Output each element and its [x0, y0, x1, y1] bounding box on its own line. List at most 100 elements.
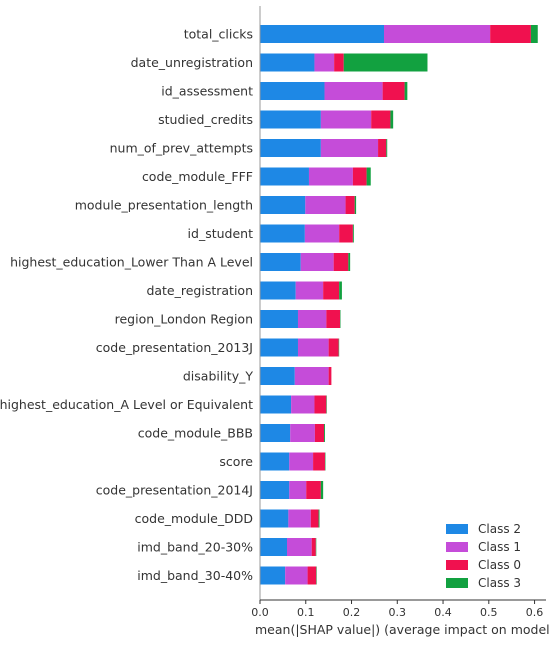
x-tick-label: 0.0: [251, 606, 269, 619]
bars-group: [260, 25, 538, 585]
legend-swatch-class-3: [446, 578, 468, 588]
legend-item-class-2: Class 2: [446, 521, 550, 537]
category-label: imd_band_20-30%: [137, 540, 253, 555]
bar-segment-class-0: [371, 111, 390, 129]
category-label: studied_credits: [158, 112, 253, 127]
category-label: date_registration: [146, 283, 253, 298]
bar-segment-class-2: [260, 396, 291, 414]
bar-segment-class-2: [260, 168, 309, 186]
category-label: code_presentation_2014J: [96, 483, 253, 498]
bar-segment-class-1: [325, 82, 383, 100]
bar-segment-class-1: [301, 253, 334, 271]
bar-segment-class-2: [260, 282, 296, 300]
bar-segment-class-1: [309, 168, 353, 186]
bar-segment-class-0: [383, 82, 405, 100]
bar-segment-class-3: [405, 82, 408, 100]
bar-segment-class-0: [313, 453, 325, 471]
bar-segment-class-3: [348, 253, 350, 271]
x-tick-label: 0.4: [434, 606, 452, 619]
bar-segment-class-2: [260, 453, 289, 471]
bar-segment-class-3: [353, 225, 354, 243]
legend-label: Class 1: [478, 539, 521, 555]
bar-segment-class-3: [390, 111, 393, 129]
bar-segment-class-2: [260, 538, 287, 556]
category-label: highest_education_Lower Than A Level: [10, 255, 253, 270]
x-axis-label: mean(|SHAP value|) (average impact on mo…: [255, 622, 550, 637]
category-label: code_presentation_2013J: [96, 340, 253, 355]
legend-swatch-class-1: [446, 542, 468, 552]
bar-segment-class-3: [367, 168, 371, 186]
bar-segment-class-1: [291, 396, 314, 414]
bar-segment-class-0: [353, 168, 367, 186]
bar-segment-class-2: [260, 510, 288, 528]
bar-segment-class-2: [260, 253, 301, 271]
bar-segment-class-0: [308, 567, 317, 585]
bar-segment-class-1: [305, 225, 339, 243]
legend-item-class-1: Class 1: [446, 539, 550, 555]
x-tick-label: 0.6: [526, 606, 544, 619]
x-tick-label: 0.3: [389, 606, 407, 619]
category-label: disability_Y: [183, 369, 253, 384]
bar-segment-class-2: [260, 567, 285, 585]
bar-segment-class-0: [490, 25, 531, 43]
bar-segment-class-1: [289, 481, 306, 499]
bar-segment-class-3: [386, 139, 387, 157]
bar-segment-class-0: [329, 339, 339, 357]
category-labels: total_clicksdate_unregistrationid_assess…: [0, 27, 253, 584]
legend-label: Class 3: [478, 575, 521, 591]
bar-segment-class-1: [321, 111, 371, 129]
x-tick-label: 0.5: [480, 606, 498, 619]
bar-segment-class-1: [298, 339, 329, 357]
bar-segment-class-0: [346, 196, 355, 214]
legend-swatch-class-2: [446, 524, 468, 534]
bar-segment-class-2: [260, 339, 298, 357]
bar-segment-class-0: [315, 424, 324, 442]
bar-segment-class-1: [287, 538, 312, 556]
category-label: code_module_DDD: [135, 511, 253, 526]
bar-segment-class-2: [260, 54, 314, 72]
bar-segment-class-3: [321, 481, 323, 499]
bar-segment-class-0: [306, 481, 321, 499]
bar-segment-class-2: [260, 82, 325, 100]
category-label: date_unregistration: [131, 55, 253, 70]
legend-swatch-class-0: [446, 560, 468, 570]
bar-segment-class-3: [531, 25, 538, 43]
category-label: code_module_BBB: [138, 426, 253, 441]
bar-segment-class-0: [311, 510, 319, 528]
bar-segment-class-3: [344, 54, 428, 72]
bar-segment-class-2: [260, 225, 305, 243]
bar-segment-class-1: [296, 282, 323, 300]
x-tick-label: 0.2: [343, 606, 361, 619]
category-label: region_London Region: [115, 312, 253, 327]
bar-segment-class-2: [260, 424, 290, 442]
bar-segment-class-2: [260, 481, 289, 499]
bar-segment-class-2: [260, 196, 305, 214]
bar-segment-class-2: [260, 25, 384, 43]
legend-item-class-3: Class 3: [446, 575, 550, 591]
bar-segment-class-1: [384, 25, 490, 43]
bar-segment-class-2: [260, 310, 298, 328]
bar-segment-class-3: [339, 282, 342, 300]
bar-segment-class-3: [319, 510, 320, 528]
bar-segment-class-1: [321, 139, 378, 157]
legend: Class 2 Class 1 Class 0 Class 3: [446, 521, 550, 591]
category-label: code_module_FFF: [142, 169, 253, 184]
category-label: highest_education_A Level or Equivalent: [0, 397, 253, 412]
bar-segment-class-0: [312, 538, 316, 556]
x-tick-label: 0.1: [297, 606, 315, 619]
bar-segment-class-2: [260, 367, 295, 385]
category-label: num_of_prev_attempts: [110, 141, 253, 156]
bar-segment-class-1: [314, 54, 334, 72]
bar-segment-class-0: [329, 367, 332, 385]
bar-segment-class-1: [305, 196, 345, 214]
category-label: id_student: [188, 226, 254, 241]
category-label: score: [219, 454, 253, 469]
bar-segment-class-1: [289, 453, 313, 471]
legend-item-class-0: Class 0: [446, 557, 550, 573]
bar-segment-class-2: [260, 139, 321, 157]
category-label: id_assessment: [161, 84, 253, 99]
bar-segment-class-1: [285, 567, 307, 585]
bar-segment-class-3: [355, 196, 356, 214]
bar-segment-class-0: [378, 139, 386, 157]
